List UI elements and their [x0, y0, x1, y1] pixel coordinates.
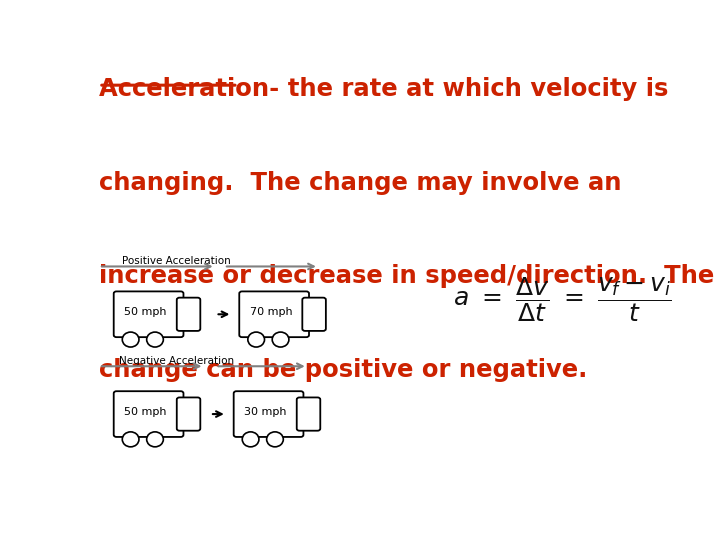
FancyBboxPatch shape — [239, 292, 309, 337]
Text: 30 mph: 30 mph — [244, 407, 287, 417]
FancyBboxPatch shape — [297, 397, 320, 431]
Ellipse shape — [266, 432, 283, 447]
Text: Positive Acceleration: Positive Acceleration — [122, 256, 231, 266]
Ellipse shape — [272, 332, 289, 347]
FancyBboxPatch shape — [114, 292, 184, 337]
Text: 50 mph: 50 mph — [124, 407, 166, 417]
Text: change can be positive or negative.: change can be positive or negative. — [99, 358, 588, 382]
Text: changing.  The change may involve an: changing. The change may involve an — [99, 171, 621, 195]
Text: $\mathit{a}\ =\ \dfrac{\Delta v}{\Delta t}\ =\ \dfrac{v_f - v_i}{t}$: $\mathit{a}\ =\ \dfrac{\Delta v}{\Delta … — [453, 276, 672, 324]
Ellipse shape — [242, 432, 259, 447]
FancyBboxPatch shape — [177, 397, 200, 431]
Text: Acceleration- the rate at which velocity is: Acceleration- the rate at which velocity… — [99, 77, 668, 102]
FancyBboxPatch shape — [114, 391, 184, 437]
Text: 50 mph: 50 mph — [124, 307, 166, 317]
Ellipse shape — [147, 332, 163, 347]
Ellipse shape — [122, 432, 139, 447]
Text: 70 mph: 70 mph — [250, 307, 292, 317]
FancyBboxPatch shape — [234, 391, 303, 437]
Text: Negative Acceleration: Negative Acceleration — [119, 356, 234, 366]
Text: increase or decrease in speed/direction.  The: increase or decrease in speed/direction.… — [99, 265, 714, 288]
FancyBboxPatch shape — [302, 298, 326, 331]
Ellipse shape — [147, 432, 163, 447]
Ellipse shape — [122, 332, 139, 347]
FancyBboxPatch shape — [177, 298, 200, 331]
Ellipse shape — [248, 332, 264, 347]
